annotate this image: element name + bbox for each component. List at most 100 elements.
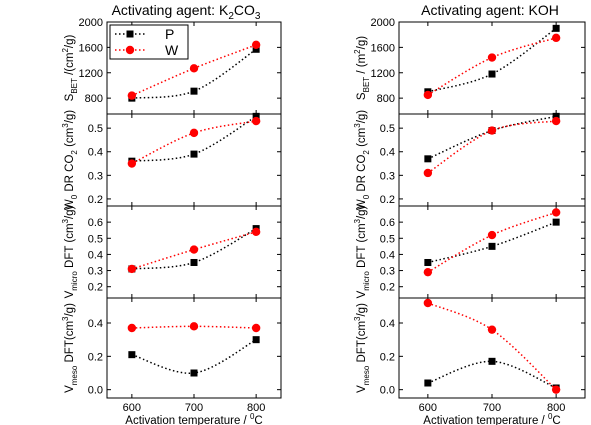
data-point-W [487, 53, 497, 62]
x-tick-label: 800 [247, 402, 265, 414]
y-tick-label: 0.6 [88, 217, 103, 229]
column-title: Activating agent: K2CO3 [112, 2, 261, 22]
data-point-W [551, 208, 561, 217]
y-axis-label: Vmicro DFT (cm3/g) [353, 205, 371, 298]
series-line-W [427, 211, 557, 273]
y-tick-label: 1600 [371, 42, 395, 54]
data-point-W [251, 116, 261, 126]
y-tick-label: 0.0 [88, 385, 103, 397]
plot-frame [106, 297, 282, 399]
data-point-P [190, 150, 198, 158]
series-line-W [427, 37, 557, 96]
data-point-P [252, 112, 260, 120]
series-line-W [427, 302, 557, 391]
y-axis-label: Vmeso DFT(cm3/g) [61, 303, 79, 393]
y-tick-label: 0.5 [380, 233, 395, 245]
y-tick-label: 2000 [371, 17, 395, 29]
x-axis-label: Activation temperature / 0C [423, 412, 560, 425]
data-point-W [189, 245, 199, 254]
data-point-W [487, 230, 497, 240]
y-tick-label: 0.2 [88, 351, 103, 363]
y-tick-label: 0.5 [380, 123, 395, 135]
y-tick-label: 0.3 [88, 266, 103, 278]
y-tick-label: 1200 [79, 68, 103, 80]
legend-marker-P [126, 30, 134, 38]
data-point-W [487, 126, 497, 135]
x-tick-label: 800 [547, 402, 565, 414]
y-tick-label: 0.2 [380, 194, 395, 206]
data-point-W [487, 325, 497, 334]
y-tick-label: 1600 [79, 42, 103, 54]
legend-marker-W [125, 45, 135, 55]
x-axis-label: Activation temperature / 0C [125, 412, 262, 425]
panel-5: Activating agent: KOH 800 1200 1600 2000SBET… [353, 2, 586, 115]
y-tick-label: 1200 [371, 68, 395, 80]
data-point-P [190, 87, 198, 95]
legend: PW [109, 24, 189, 60]
series-line-P [427, 360, 557, 389]
y-tick-label: 0.4 [88, 147, 103, 159]
y-axis-label: Vmicro DFT (cm3/g) [61, 205, 79, 298]
data-point-W [251, 40, 261, 50]
y-tick-label: 0.0 [380, 385, 395, 397]
legend-label-W: W [165, 42, 179, 58]
data-point-W [551, 385, 561, 394]
y-tick-label: 0.4 [88, 318, 103, 330]
data-point-P [190, 369, 198, 377]
data-point-P [552, 112, 560, 120]
series-line-P [131, 339, 257, 374]
data-point-P [552, 218, 560, 226]
panel-3: 0.2 0.3 0.4 0.5 0.6 Vmicro DFT (cm3/g) [61, 205, 282, 299]
y-tick-label: 0.3 [380, 266, 395, 278]
y-tick-label: 0.2 [88, 194, 103, 206]
x-tick-label: 700 [185, 402, 203, 414]
column-title: Activating agent: KOH [421, 2, 559, 18]
data-point-P [488, 357, 496, 365]
y-axis-label: W0 DR CO2 (cm3/g) [61, 110, 79, 210]
y-axis-label: SBET / (m2/g) [353, 36, 371, 100]
data-point-W [189, 64, 199, 73]
y-tick-label: 0.2 [88, 282, 103, 294]
data-point-W [189, 322, 199, 331]
data-point-W [423, 168, 433, 178]
data-point-P [488, 242, 496, 250]
data-point-W [423, 90, 433, 100]
series-line-P [427, 221, 557, 264]
data-point-P [190, 258, 198, 266]
x-tick-label: 600 [419, 402, 437, 414]
panel-6: 0.2 0.3 0.4 0.5 W0 DR CO2 (cm3/g) [353, 110, 586, 210]
y-tick-label: 0.4 [380, 249, 395, 261]
data-point-W [551, 116, 561, 126]
data-point-P [252, 45, 260, 53]
legend-box [109, 24, 189, 60]
y-axis-label: W0 DR CO2 (cm3/g) [353, 110, 371, 210]
data-point-W [251, 323, 261, 333]
data-point-W [127, 323, 137, 333]
y-tick-label: 0.5 [88, 233, 103, 245]
panel-7: 0.2 0.3 0.4 0.5 0.6 Vmicro DFT (cm3/g) [353, 205, 586, 299]
data-point-P [552, 24, 560, 32]
y-axis-label: Vmeso DFT(cm3/g) [353, 303, 371, 393]
series-line-P [427, 115, 557, 160]
y-tick-label: 0.4 [380, 318, 395, 330]
data-point-W [423, 298, 433, 308]
panel-2: 0.2 0.3 0.4 0.5 W0 DR CO2 (cm3/g) [61, 110, 282, 210]
data-point-P [424, 155, 432, 163]
data-point-W [423, 267, 433, 277]
y-tick-label: 0.5 [88, 123, 103, 135]
y-tick-label: 0.2 [380, 351, 395, 363]
y-tick-label: 0.6 [380, 217, 395, 229]
data-point-P [252, 336, 260, 344]
data-point-W [127, 91, 137, 100]
data-point-P [488, 70, 496, 78]
x-tick-label: 700 [483, 402, 501, 414]
y-axis-label: SBET /(cm2/g) [61, 34, 79, 101]
y-tick-label: 0.3 [380, 170, 395, 182]
y-tick-label: 0.4 [88, 249, 103, 261]
y-tick-label: 800 [377, 93, 395, 105]
data-point-W [551, 33, 561, 43]
y-tick-label: 2000 [79, 17, 103, 29]
